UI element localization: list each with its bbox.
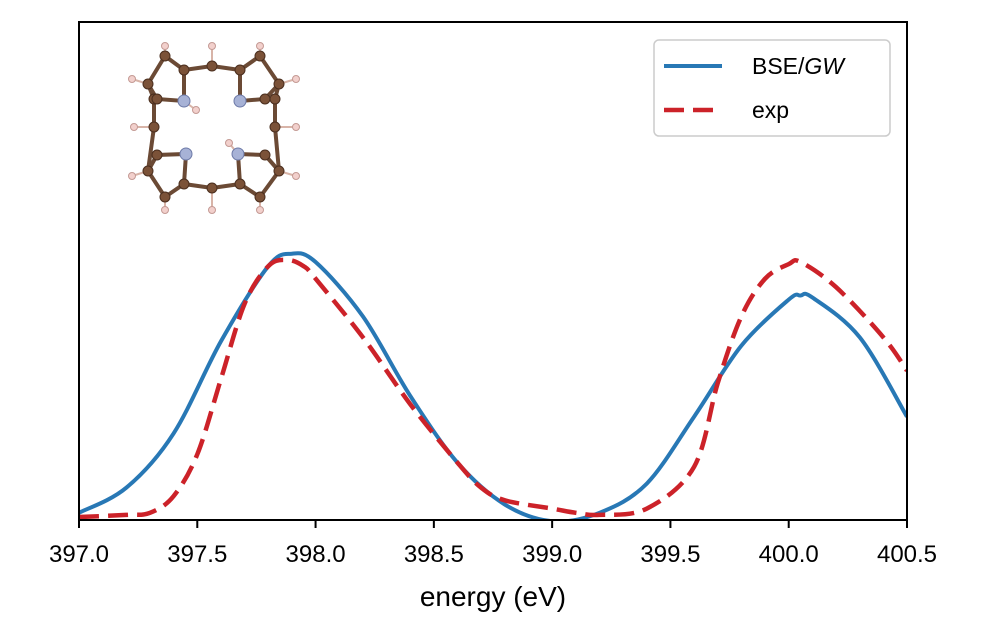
x-tick-label: 397.0: [49, 541, 109, 568]
legend-label-bse-gw: BSE/GW: [752, 53, 846, 79]
x-tick-label: 399.0: [522, 541, 582, 568]
series-layer: [79, 251, 907, 520]
x-tick-label: 398.0: [286, 541, 346, 568]
legend: BSE/GW exp: [653, 39, 891, 137]
molecule-inset: [128, 42, 300, 214]
x-tick-label: 399.5: [640, 541, 700, 568]
x-tick-label: 398.5: [404, 541, 464, 568]
axes-frame: [78, 21, 908, 521]
x-axis-title: energy (eV): [420, 581, 566, 612]
x-axis: 397.0 397.5 398.0 398.5 399.0 399.5 400.0 400.5: [49, 520, 937, 568]
x-tick-label: 400.0: [759, 541, 819, 568]
x-tick-label: 397.5: [167, 541, 227, 568]
x-tick-label: 400.5: [877, 541, 937, 568]
series-line-exp: [79, 257, 907, 520]
legend-label-exp: exp: [752, 97, 789, 123]
